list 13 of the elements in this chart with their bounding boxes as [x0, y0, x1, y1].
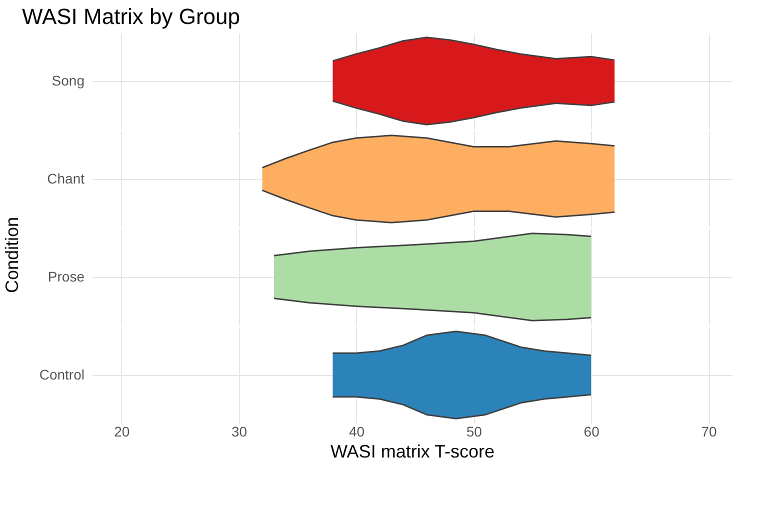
x-tick-label: 20	[114, 424, 130, 440]
x-tick-label: 30	[232, 424, 248, 440]
text: Chant	[47, 170, 85, 186]
x-axis-title: WASI matrix T-score	[330, 442, 495, 462]
x-tick-label: 50	[466, 424, 482, 440]
x-tick-label: 40	[348, 424, 365, 440]
chart-title: WASI Matrix by Group	[22, 4, 240, 29]
y-axis-title: Condition	[2, 216, 22, 294]
text: Control	[39, 366, 84, 382]
x-tick-label: 60	[584, 424, 600, 440]
text: Prose	[48, 268, 85, 284]
text: Song	[52, 72, 84, 88]
x-tick-label: 70	[701, 424, 718, 440]
